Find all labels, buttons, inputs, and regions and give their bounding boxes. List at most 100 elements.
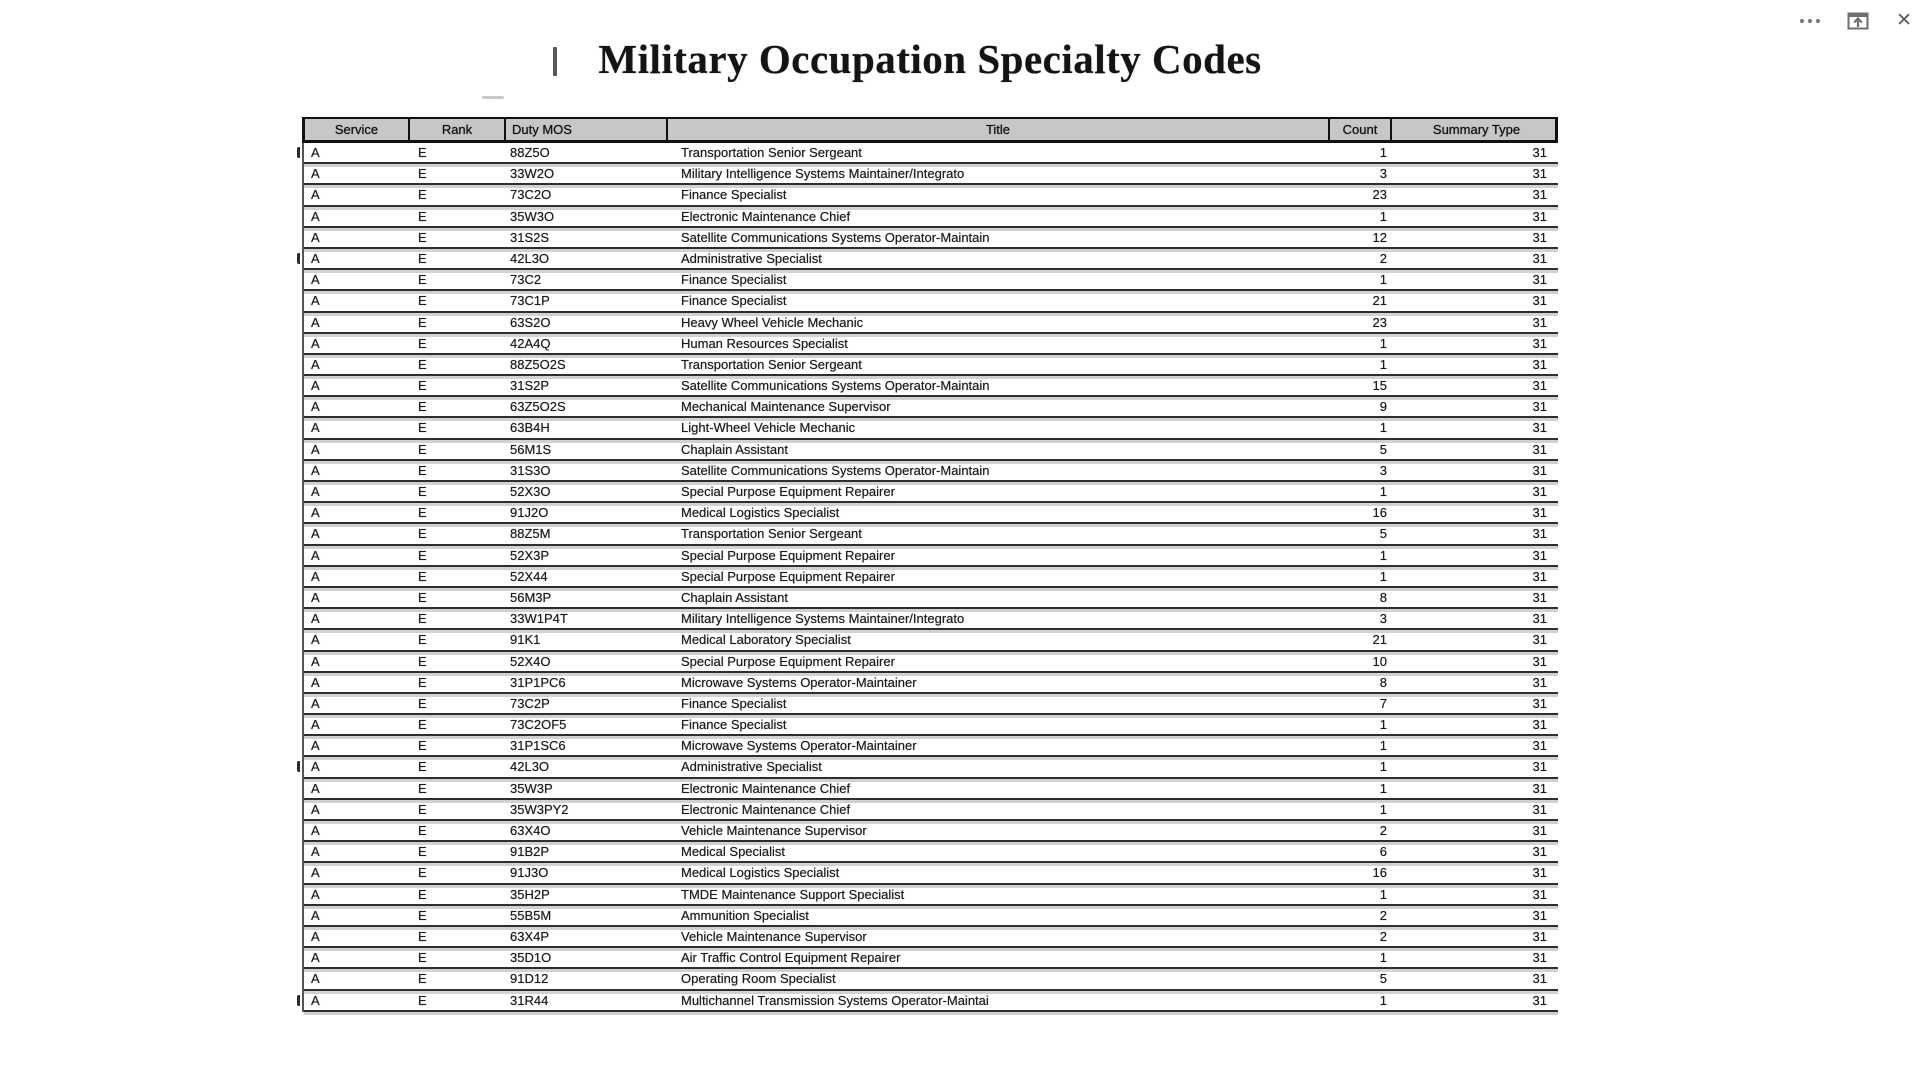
table-cell: A [311,145,320,160]
table-cell: A [311,399,320,415]
table-cell: 12 [1372,229,1387,245]
table-cell: 1 [1379,717,1387,733]
table-row: A E 31S3O Satellite Communications Systems … [304,461,1558,482]
more-options-icon[interactable] [1800,6,1820,36]
table-cell: 1 [1379,208,1387,224]
table-cell: Vehicle Maintenance Supervisor [681,928,867,944]
table-cell: A [311,611,320,627]
scan-artifact-mark [553,47,557,76]
table-cell: 31 [1532,399,1547,415]
table-cell: Administrative Specialist [681,250,822,266]
table-row: A E 91D12 Operating Room Specialist 5 31 [304,969,1558,991]
table-cell: A [311,484,320,499]
table-cell: 1 [1379,145,1387,160]
table-row: A E 52X3P Special Purpose Equipment Repaire… [304,546,1558,567]
close-icon[interactable]: ✕ [1896,10,1912,31]
table-cell: A [311,293,320,309]
table-cell: 91J3O [510,865,549,881]
table-cell: 31 [1532,314,1547,330]
table-cell: A [311,229,320,245]
table-cell: 63X4P [510,928,550,944]
table-cell: 52X3P [510,547,550,563]
table-cell: 5 [1379,441,1387,457]
col-header-title: Title [668,119,1330,140]
table-cell: 73C2 [510,272,542,288]
table-cell: 63Z5O2S [510,399,566,415]
table-cell: 1 [1379,335,1387,351]
table-cell: 31 [1532,505,1547,521]
table-cell: 31 [1532,208,1547,224]
table-row: A E 63S2O Heavy Wheel Vehicle Mechanic 23 31 [304,313,1558,334]
table-row: A E 88Z5O Transportation Senior Sergeant 1 31 [297,143,1558,165]
table-row: A E 35H2P TMDE Maintenance Support Speciali… [304,885,1558,906]
table-cell: 1 [1379,484,1387,499]
table-cell: Special Purpose Equipment Repairer [681,484,895,499]
table-cell: E [418,886,427,902]
table-cell: Finance Specialist [681,293,787,309]
table-cell: 88Z5O2S [510,356,566,372]
table-row: A E 91J3O Medical Logistics Specialist 16 31 [304,863,1558,885]
table-cell: 8 [1379,674,1387,690]
table-cell: A [311,653,320,669]
table-cell: TMDE Maintenance Support Specialist [681,886,905,902]
table-cell: 31 [1532,653,1547,669]
table-row: A E 35D1O Air Traffic Control Equipment Rep… [304,948,1558,970]
table-cell: 31 [1532,441,1547,457]
table-cell: E [418,695,427,711]
table-cell: Special Purpose Equipment Repairer [681,547,895,563]
table-cell: Mechanical Maintenance Supervisor [681,399,891,415]
table-cell: 23 [1372,314,1387,330]
table-cell: 31 [1532,738,1547,754]
table-cell: E [418,250,427,266]
table-cell: 7 [1379,695,1387,711]
table-cell: E [418,992,427,1008]
table-cell: Multichannel Transmission Systems Operat… [681,992,989,1008]
table-row: A E 73C2OF5 Finance Specialist 1 31 [304,715,1558,737]
table-cell: E [418,717,427,733]
table-cell: 52X3O [510,484,551,499]
table-cell: A [311,314,320,330]
table-cell: 31 [1532,484,1547,499]
table-cell: A [311,632,320,648]
table-cell: Transportation Senior Sergeant [681,356,862,372]
table-cell: 35W3P [510,780,553,796]
table-cell: A [311,759,320,775]
table-cell: E [418,844,427,860]
table-cell: E [418,611,427,627]
table-row: A E 52X3O Special Purpose Equipment Repaire… [304,482,1558,504]
table-cell: 31 [1532,801,1547,817]
table-cell: 31 [1532,611,1547,627]
table-cell: E [418,187,427,203]
table-cell: 21 [1372,632,1387,648]
table-cell: 31 [1532,971,1547,987]
table-cell: A [311,844,320,860]
table-cell: A [311,823,320,838]
table-cell: A [311,907,320,923]
table-cell: E [418,526,427,542]
table-cell: Chaplain Assistant [681,441,788,457]
table-cell: 2 [1379,907,1387,923]
table-cell: 35W3O [510,208,555,224]
table-cell: 21 [1372,293,1387,309]
popout-icon[interactable] [1847,11,1869,31]
col-header-count: Count [1330,119,1392,140]
table-row: A E 73C2O Finance Specialist 23 31 [304,185,1558,207]
table-cell: A [311,272,320,288]
table-cell: E [418,632,427,648]
table-cell: 55B5M [510,907,552,923]
table-cell: 31 [1532,886,1547,902]
table-cell: 91K1 [510,632,541,648]
table-cell: E [418,293,427,309]
table-cell: 31S2S [510,229,550,245]
scan-edge-fragment [297,994,300,1006]
table-cell: 1 [1379,886,1387,902]
table-cell: A [311,505,320,521]
table-cell: 73C2OF5 [510,717,567,733]
table-cell: A [311,801,320,817]
table-body: A E 88Z5O Transportation Senior Sergeant 1 31… [297,143,1558,1012]
table-cell: 2 [1379,250,1387,266]
table-cell: Electronic Maintenance Chief [681,801,851,817]
table-row: A E 52X44 Special Purpose Equipment Repaire… [304,567,1558,588]
table-cell: 42A4Q [510,335,551,351]
table-cell: 31 [1532,589,1547,605]
